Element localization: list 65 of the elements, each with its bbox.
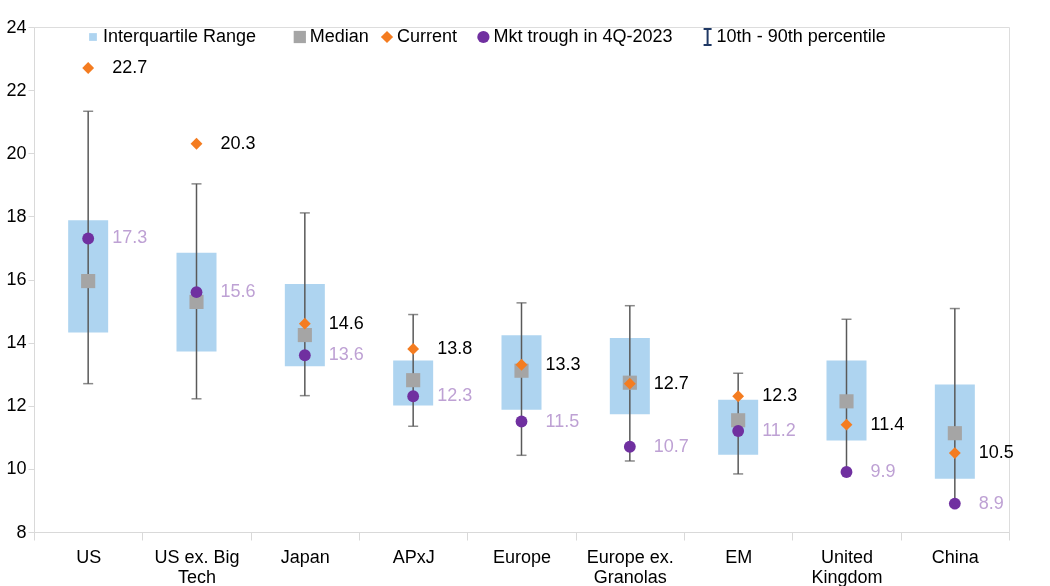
point	[948, 497, 961, 510]
data-label: 8.9	[978, 492, 1004, 513]
point	[515, 358, 528, 371]
legend-label: Current	[397, 26, 458, 46]
x-tick-label: United Kingdom	[811, 546, 883, 586]
data-label: 17.3	[112, 227, 148, 248]
data-label: 12.7	[653, 372, 689, 393]
x-tick-label: Japan	[280, 546, 330, 567]
x-tick-label: US ex. Big Tech	[154, 546, 240, 586]
data-label: 13.3	[545, 353, 581, 374]
point	[190, 286, 203, 299]
y-tick-label: 18	[6, 205, 27, 226]
y-tick-label: 10	[6, 458, 27, 479]
point	[732, 425, 745, 437]
point	[407, 343, 420, 355]
bar	[176, 252, 217, 352]
y-tick-label: 12	[6, 395, 27, 416]
point	[298, 317, 311, 330]
point	[839, 394, 854, 409]
x-tick-label: EM	[725, 546, 753, 567]
annotation: 10th - 90th percentile	[716, 26, 886, 46]
data-label: 13.6	[328, 344, 364, 365]
data-label: 9.9	[870, 461, 896, 482]
data-label: 11.2	[762, 420, 796, 440]
x-tick-label: APxJ	[392, 546, 435, 567]
point	[190, 137, 203, 150]
point	[82, 62, 95, 74]
point	[948, 447, 961, 460]
x-tick-label: US	[76, 546, 102, 567]
point	[947, 426, 962, 441]
y-tick-label: 16	[6, 269, 27, 289]
y-tick-label: 24	[6, 16, 27, 37]
point	[407, 390, 420, 403]
point	[840, 418, 853, 431]
data-label: 20.3	[220, 132, 256, 153]
data-label: 14.6	[328, 312, 364, 333]
bar	[501, 335, 542, 410]
y-tick-label: 14	[6, 332, 27, 353]
data-label: 10.7	[653, 435, 689, 456]
data-label: 10.5	[978, 442, 1014, 463]
data-label: 11.4	[870, 413, 905, 434]
point	[81, 274, 96, 289]
x-tick-label: Europe	[492, 546, 552, 567]
data-label: 22.7	[112, 57, 148, 78]
legend-label: Interquartile Range	[103, 26, 257, 46]
point	[298, 349, 311, 362]
point	[189, 294, 204, 309]
point	[297, 327, 312, 343]
y-tick-label: 8	[16, 521, 27, 542]
point	[732, 390, 745, 403]
x-tick-label: Europe ex. Granolas	[586, 546, 674, 586]
data-label: 15.6	[220, 281, 256, 302]
data-label: 13.8	[437, 337, 473, 358]
point	[515, 415, 528, 428]
legend-label: Median	[309, 26, 369, 46]
y-tick-label: 22	[6, 79, 27, 100]
data-label: 12.3	[437, 385, 473, 406]
data-label: 12.3	[762, 385, 798, 406]
legend-label: Mkt trough in 4Q-2023	[493, 26, 673, 46]
data-label: 11.5	[545, 410, 580, 431]
point	[82, 232, 95, 245]
y-tick-label: 20	[6, 142, 27, 163]
point	[623, 440, 636, 453]
point	[840, 466, 853, 478]
x-tick-label: China	[931, 546, 980, 567]
